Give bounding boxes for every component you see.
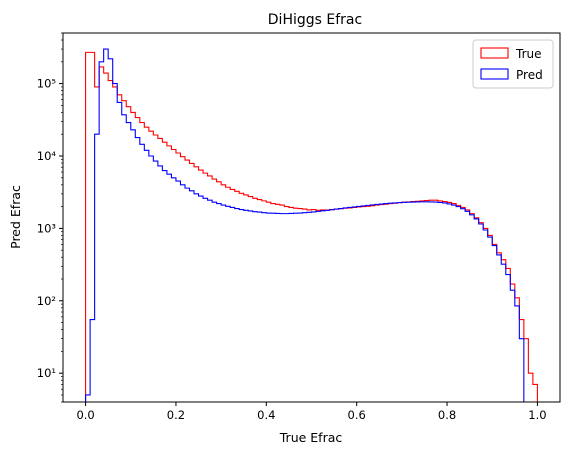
legend-label-pred: Pred xyxy=(516,68,543,82)
legend-swatch-pred xyxy=(480,68,509,80)
y-tick-label: 10² xyxy=(37,294,56,308)
legend-label-true: True xyxy=(515,47,542,61)
x-tick-label: 0.2 xyxy=(167,408,185,422)
y-tick-label: 10⁴ xyxy=(37,149,57,163)
series-pred-histogram xyxy=(85,48,529,402)
plot-area xyxy=(85,48,538,402)
x-tick-label: 0.4 xyxy=(257,408,275,422)
chart-title: DiHiggs Efrac xyxy=(268,12,362,28)
y-tick-label: 10³ xyxy=(37,221,57,235)
x-axis-label: True Efrac xyxy=(279,430,343,445)
plot-frame xyxy=(62,32,561,403)
legend-box xyxy=(472,39,554,89)
x-tick-label: 0.8 xyxy=(438,408,456,422)
y-axis: 10¹ 10² 10³ 10⁴ 10⁵ xyxy=(37,32,63,403)
x-tick-label: 1.0 xyxy=(528,408,546,422)
legend-swatch-true xyxy=(480,47,509,59)
y-axis-label: Pred Efrac xyxy=(8,185,23,249)
series-true-histogram xyxy=(85,51,538,402)
x-axis: 0.0 0.2 0.4 0.6 0.8 1.0 xyxy=(76,402,547,422)
legend: True Pred xyxy=(472,39,554,89)
y-tick-label: 10⁵ xyxy=(37,77,57,91)
y-tick-label: 10¹ xyxy=(37,366,56,380)
x-tick-label: 0.6 xyxy=(348,408,366,422)
x-tick-label: 0.0 xyxy=(76,408,94,422)
